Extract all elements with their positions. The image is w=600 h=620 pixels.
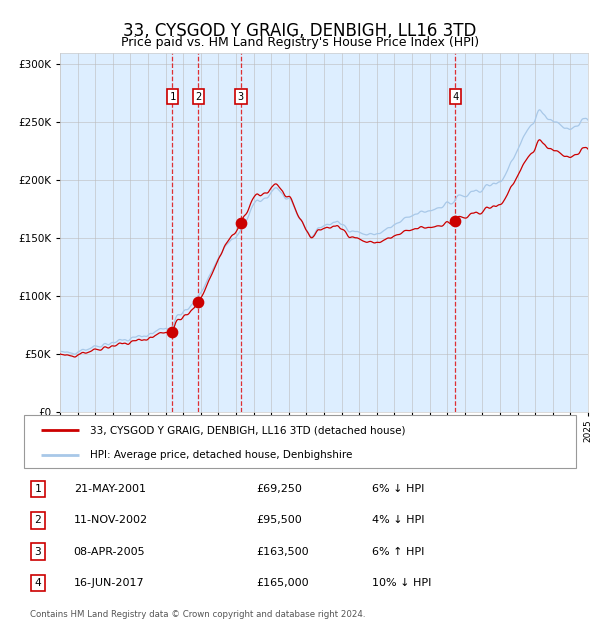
- Text: 2: 2: [195, 92, 202, 102]
- Text: 11-NOV-2002: 11-NOV-2002: [74, 515, 148, 525]
- Text: Price paid vs. HM Land Registry's House Price Index (HPI): Price paid vs. HM Land Registry's House …: [121, 36, 479, 49]
- Text: 08-APR-2005: 08-APR-2005: [74, 547, 145, 557]
- Text: 33, CYSGOD Y GRAIG, DENBIGH, LL16 3TD (detached house): 33, CYSGOD Y GRAIG, DENBIGH, LL16 3TD (d…: [90, 425, 406, 435]
- FancyBboxPatch shape: [24, 415, 576, 468]
- Text: 4: 4: [452, 92, 458, 102]
- Point: [194, 296, 203, 306]
- Text: 1: 1: [169, 92, 176, 102]
- Text: £165,000: £165,000: [256, 578, 308, 588]
- Point: [236, 218, 245, 228]
- Point: [451, 216, 460, 226]
- Text: 6% ↑ HPI: 6% ↑ HPI: [372, 547, 424, 557]
- Text: 4% ↓ HPI: 4% ↓ HPI: [372, 515, 424, 525]
- Text: 33, CYSGOD Y GRAIG, DENBIGH, LL16 3TD: 33, CYSGOD Y GRAIG, DENBIGH, LL16 3TD: [124, 22, 476, 40]
- Text: 3: 3: [238, 92, 244, 102]
- Text: 10% ↓ HPI: 10% ↓ HPI: [372, 578, 431, 588]
- Text: 3: 3: [34, 547, 41, 557]
- Text: £95,500: £95,500: [256, 515, 302, 525]
- Text: £163,500: £163,500: [256, 547, 308, 557]
- Text: 2: 2: [34, 515, 41, 525]
- Text: 6% ↓ HPI: 6% ↓ HPI: [372, 484, 424, 494]
- Point: [167, 327, 177, 337]
- Text: 21-MAY-2001: 21-MAY-2001: [74, 484, 146, 494]
- Text: Contains HM Land Registry data © Crown copyright and database right 2024.: Contains HM Land Registry data © Crown c…: [29, 610, 365, 619]
- Text: HPI: Average price, detached house, Denbighshire: HPI: Average price, detached house, Denb…: [90, 450, 353, 460]
- Text: 1: 1: [34, 484, 41, 494]
- Text: £69,250: £69,250: [256, 484, 302, 494]
- Text: 16-JUN-2017: 16-JUN-2017: [74, 578, 145, 588]
- Text: 4: 4: [34, 578, 41, 588]
